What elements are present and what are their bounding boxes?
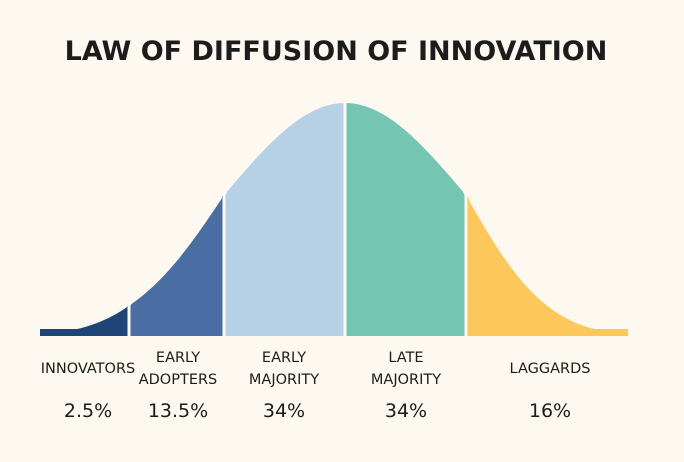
- percentage-label-3: 34%: [263, 400, 305, 422]
- category-label-line: EARLY: [156, 350, 200, 366]
- curve-segment-2: [130, 195, 223, 336]
- category-label-3: EARLY MAJORITY: [249, 350, 319, 388]
- curve-segment-4: [346, 103, 465, 336]
- curve-segment-1: [40, 305, 128, 336]
- category-label-line: LATE: [388, 350, 423, 366]
- category-label-line: INNOVATORS: [41, 361, 135, 377]
- percentage-label-4: 34%: [385, 400, 427, 422]
- category-label-4: LATE MAJORITY: [371, 350, 441, 388]
- curve-segment-3: [225, 103, 344, 336]
- category-label-line: LAGGARDS: [510, 361, 591, 377]
- category-label-line: MAJORITY: [371, 372, 441, 388]
- category-label-2: EARLY ADOPTERS: [139, 350, 218, 388]
- percentage-label-2: 13.5%: [148, 400, 208, 422]
- category-label-line: MAJORITY: [249, 372, 319, 388]
- curve-segment-5: [467, 195, 628, 336]
- category-label-1: INNOVATORS: [41, 361, 135, 377]
- percentage-label-1: 2.5%: [64, 400, 112, 422]
- category-label-line: ADOPTERS: [139, 372, 218, 388]
- chart-title: LAW OF DIFFUSION OF INNOVATION: [65, 36, 608, 67]
- category-label-5: LAGGARDS: [510, 361, 591, 377]
- category-label-line: EARLY: [262, 350, 306, 366]
- percentage-label-5: 16%: [529, 400, 571, 422]
- bell-curve: [40, 103, 628, 336]
- percentage-labels: 2.5% 13.5% 34% 34% 16%: [64, 400, 571, 422]
